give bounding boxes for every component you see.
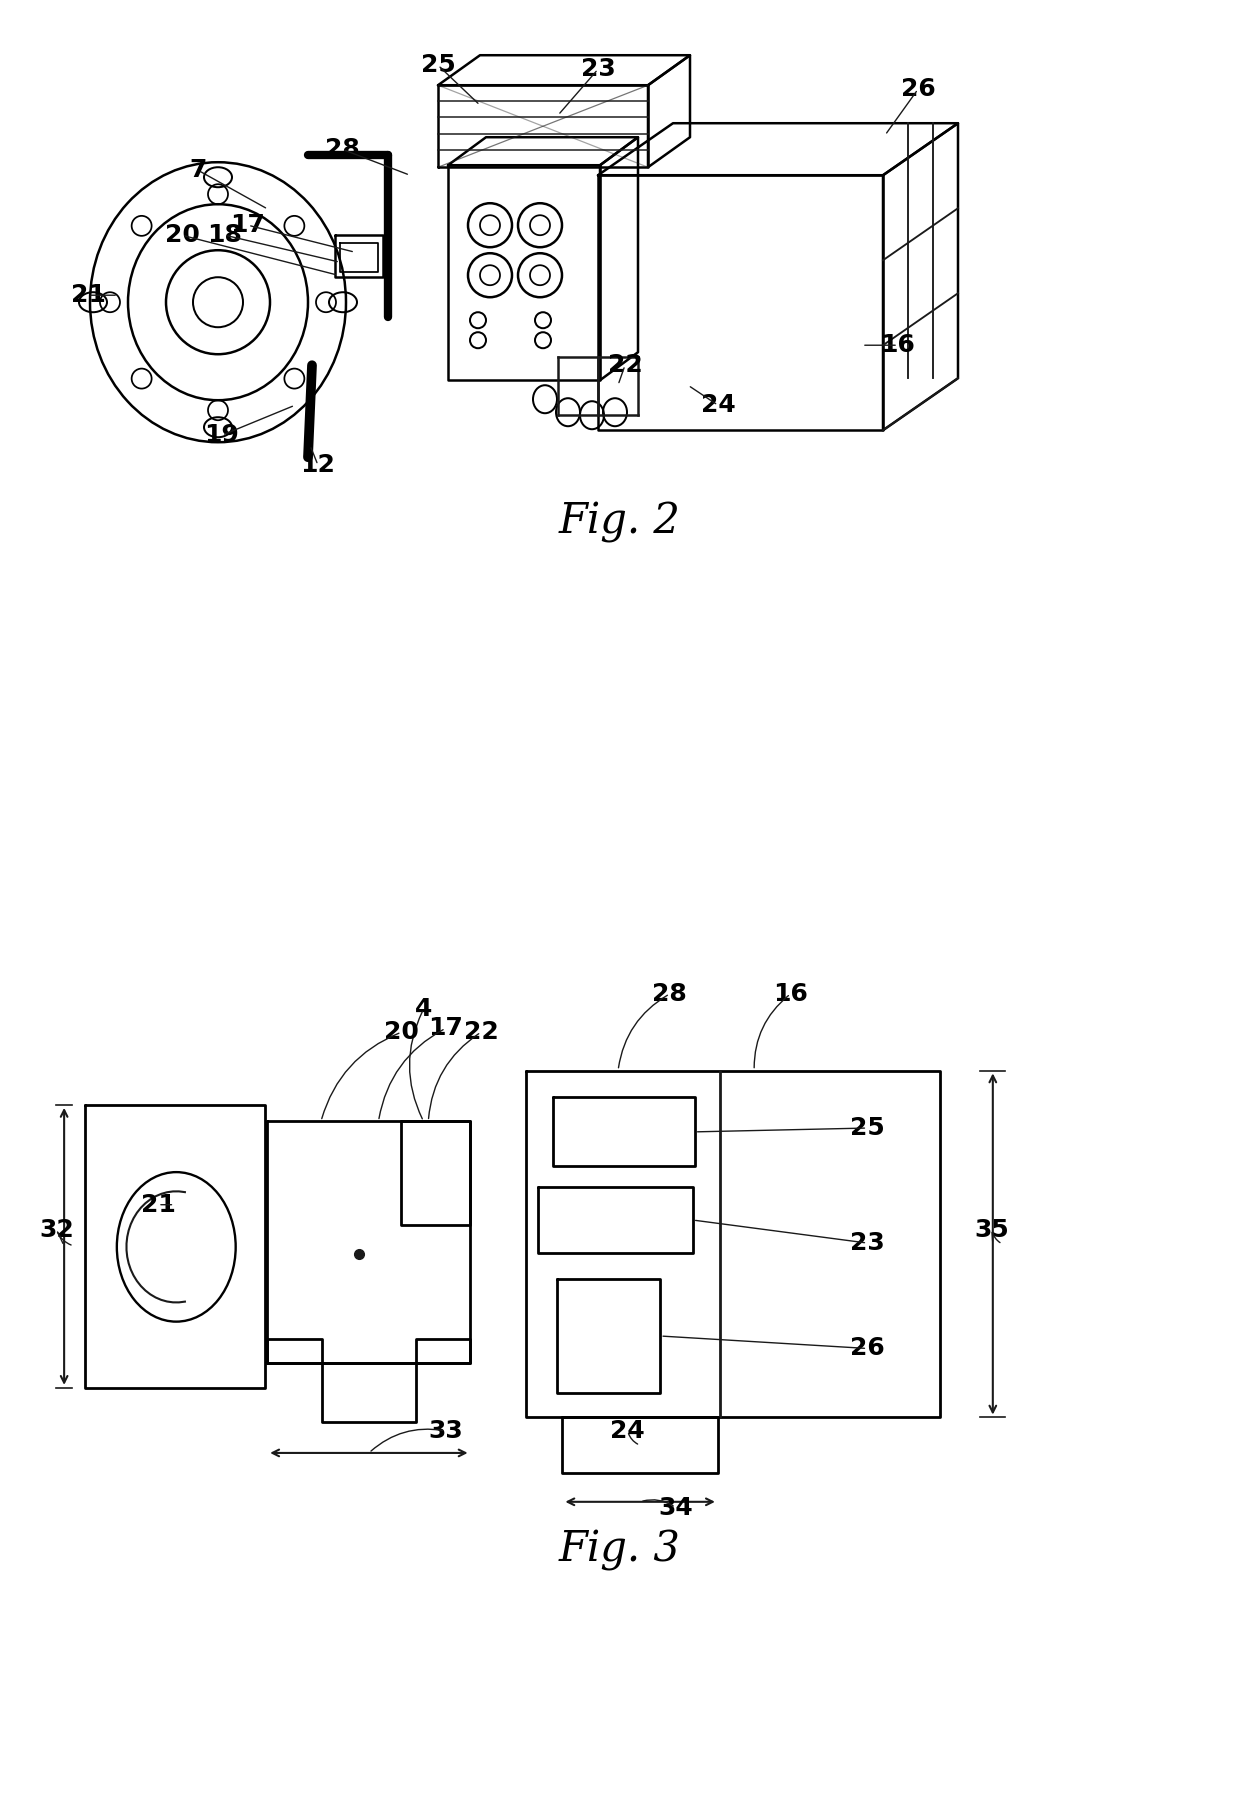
Text: 33: 33 xyxy=(428,1420,463,1443)
Text: 28: 28 xyxy=(652,981,687,1006)
Text: 17: 17 xyxy=(231,214,265,237)
Text: 16: 16 xyxy=(880,332,915,358)
Text: 20: 20 xyxy=(384,1021,419,1044)
Text: 26: 26 xyxy=(900,77,935,101)
Text: 19: 19 xyxy=(205,424,239,447)
Text: 26: 26 xyxy=(849,1337,884,1360)
Text: 4: 4 xyxy=(415,997,433,1021)
Text: 23: 23 xyxy=(580,58,615,81)
Text: 25: 25 xyxy=(420,54,455,77)
Text: 20: 20 xyxy=(165,223,200,248)
Text: 18: 18 xyxy=(207,223,243,248)
Text: Fig. 3: Fig. 3 xyxy=(559,1529,681,1571)
Text: 17: 17 xyxy=(428,1017,463,1040)
Text: 35: 35 xyxy=(975,1218,1009,1242)
Text: Fig. 2: Fig. 2 xyxy=(559,501,681,543)
Text: 21: 21 xyxy=(71,284,105,307)
Text: 7: 7 xyxy=(190,158,207,181)
Text: 22: 22 xyxy=(464,1021,498,1044)
Text: 25: 25 xyxy=(849,1116,884,1139)
Text: 23: 23 xyxy=(849,1231,884,1254)
Text: 24: 24 xyxy=(610,1420,645,1443)
Text: 24: 24 xyxy=(701,394,735,417)
Text: 34: 34 xyxy=(658,1495,693,1520)
Text: 32: 32 xyxy=(40,1218,74,1242)
Text: 28: 28 xyxy=(325,137,360,162)
Text: 16: 16 xyxy=(774,981,808,1006)
Text: 12: 12 xyxy=(300,453,336,478)
Text: 22: 22 xyxy=(608,354,642,377)
Text: 21: 21 xyxy=(140,1193,176,1217)
